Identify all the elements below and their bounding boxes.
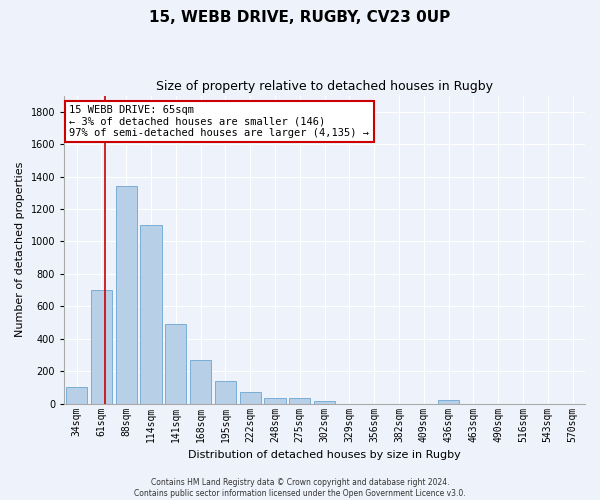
Bar [91,290,112,404]
Bar [289,398,310,404]
Bar [239,392,261,404]
Bar [190,360,211,404]
X-axis label: Distribution of detached houses by size in Rugby: Distribution of detached houses by size … [188,450,461,460]
Bar [215,381,236,404]
Bar [265,398,286,404]
Bar [314,401,335,404]
Text: 15 WEBB DRIVE: 65sqm
← 3% of detached houses are smaller (146)
97% of semi-detac: 15 WEBB DRIVE: 65sqm ← 3% of detached ho… [70,105,370,138]
Y-axis label: Number of detached properties: Number of detached properties [15,162,25,338]
Bar [165,324,187,404]
Text: Contains HM Land Registry data © Crown copyright and database right 2024.
Contai: Contains HM Land Registry data © Crown c… [134,478,466,498]
Bar [140,226,161,404]
Bar [116,186,137,404]
Text: 15, WEBB DRIVE, RUGBY, CV23 0UP: 15, WEBB DRIVE, RUGBY, CV23 0UP [149,10,451,25]
Bar [438,400,459,404]
Title: Size of property relative to detached houses in Rugby: Size of property relative to detached ho… [156,80,493,93]
Bar [66,388,87,404]
